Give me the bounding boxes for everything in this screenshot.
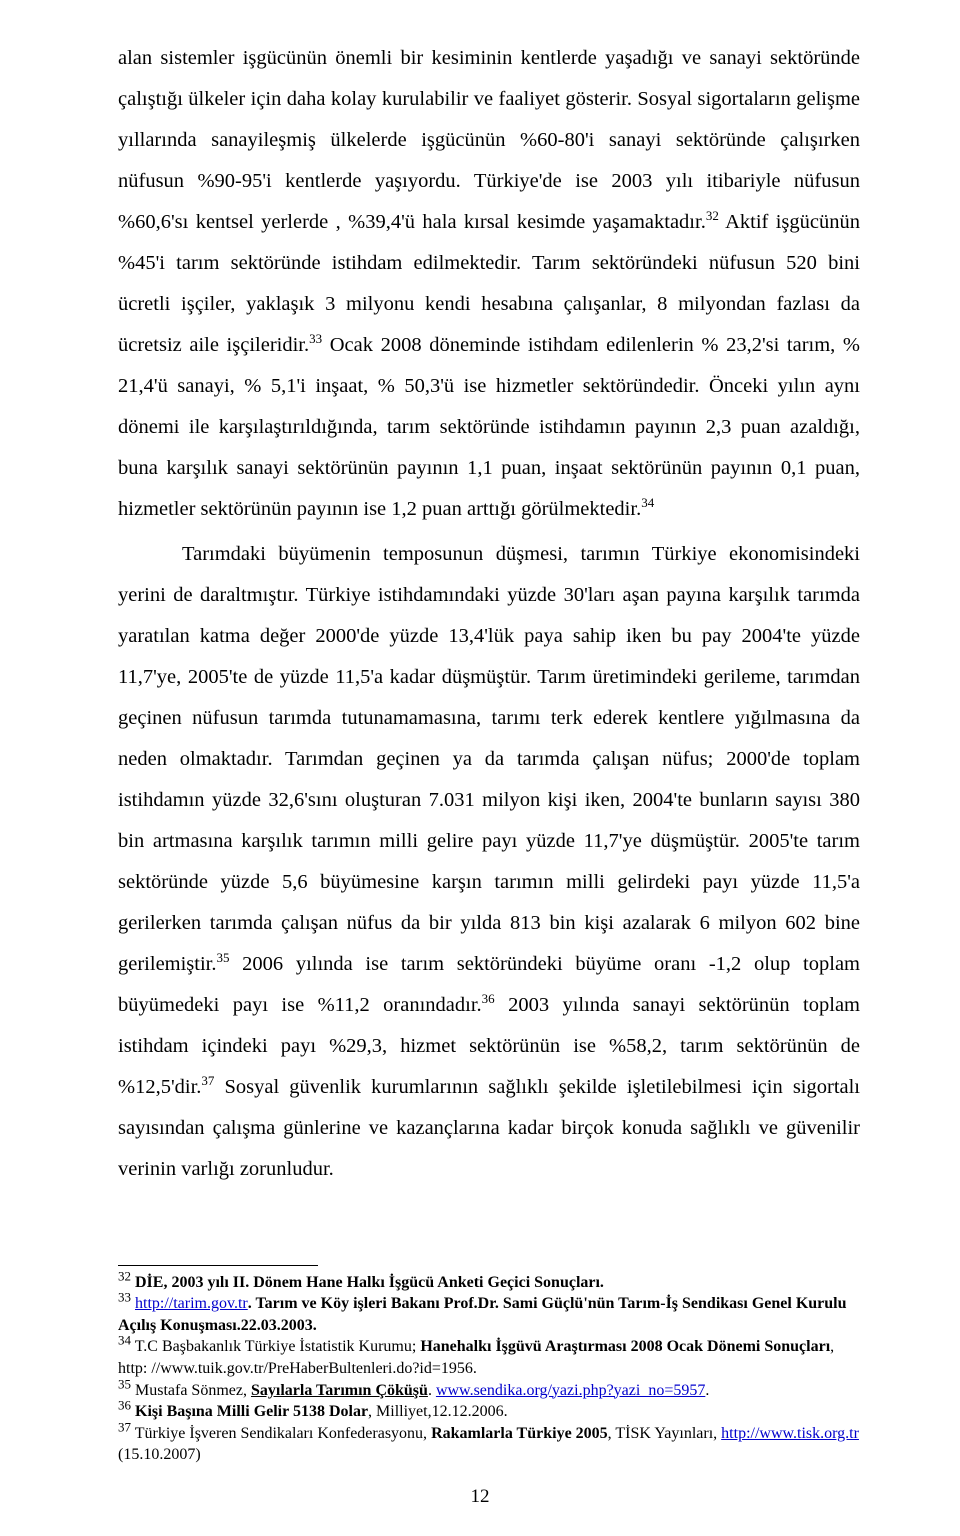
fn35-bold: Sayılarla Tarımın Çöküşü (251, 1382, 428, 1399)
footnote-37: 37 Türkiye İşveren Sendikaları Konfedera… (118, 1423, 860, 1466)
fn32-num: 32 (118, 1268, 131, 1283)
fn35-num: 35 (118, 1376, 131, 1391)
p2-d: Sosyal güvenlik kurumlarının sağlıklı şe… (118, 1076, 860, 1180)
footnote-ref-33: 33 (309, 331, 322, 346)
fn35-a: Mustafa Sönmez, (131, 1382, 251, 1399)
p1-a: alan sistemler işgücünün önemli bir kesi… (118, 47, 860, 233)
fn35-b: . (428, 1382, 436, 1399)
fn33-link[interactable]: http://tarim.gov.tr (135, 1295, 248, 1312)
footnote-36: 36 Kişi Başına Milli Gelir 5138 Dolar, M… (118, 1401, 860, 1423)
fn35-c: . (705, 1382, 709, 1399)
fn37-b: , TİSK Yayınları, (608, 1425, 722, 1442)
fn33-num: 33 (118, 1290, 131, 1305)
footnote-32: 32 DİE, 2003 yılı II. Dönem Hane Halkı İ… (118, 1272, 860, 1294)
fn34-a: T.C Başbakanlık Türkiye İstatistik Kurum… (131, 1338, 420, 1355)
fn37-c: (15.10.2007) (118, 1446, 201, 1463)
paragraph-2: Tarımdaki büyümenin temposunun düşmesi, … (118, 534, 860, 1190)
fn37-num: 37 (118, 1419, 131, 1434)
paragraph-1: alan sistemler işgücünün önemli bir kesi… (118, 38, 860, 530)
p1-c: Ocak 2008 döneminde istihdam edilenlerin… (118, 334, 860, 520)
footnote-ref-37: 37 (201, 1073, 214, 1088)
footnotes: 32 DİE, 2003 yılı II. Dönem Hane Halkı İ… (118, 1265, 860, 1466)
fn34-num: 34 (118, 1333, 131, 1348)
footnote-rule (118, 1265, 318, 1266)
footnote-ref-34: 34 (641, 495, 654, 510)
page: alan sistemler işgücünün önemli bir kesi… (0, 0, 960, 1536)
fn32-text: DİE, 2003 yılı II. Dönem Hane Halkı İşgü… (131, 1274, 604, 1291)
fn37-a: Türkiye İşveren Sendikaları Konfederasyo… (131, 1425, 431, 1442)
footnote-ref-36: 36 (482, 991, 495, 1006)
footnote-ref-35: 35 (217, 950, 230, 965)
page-number: 12 (0, 1486, 960, 1508)
fn36-num: 36 (118, 1398, 131, 1413)
footnote-ref-32: 32 (706, 208, 719, 223)
fn36-text: , Milliyet,12.12.2006. (368, 1403, 508, 1420)
p2-a: Tarımdaki büyümenin temposunun düşmesi, … (118, 543, 860, 975)
fn34-bold: Hanehalkı İşgüvü Araştırması 2008 Ocak D… (420, 1338, 830, 1355)
fn37-bold: Rakamlarla Türkiye 2005 (431, 1425, 608, 1442)
fn35-link[interactable]: www.sendika.org/yazi.php?yazi_no=5957 (436, 1382, 705, 1399)
fn36-bold: Kişi Başına Milli Gelir 5138 Dolar (131, 1403, 368, 1420)
fn37-link[interactable]: http://www.tisk.org.tr (721, 1425, 859, 1442)
footnote-35: 35 Mustafa Sönmez, Sayılarla Tarımın Çök… (118, 1380, 860, 1402)
footnote-34: 34 T.C Başbakanlık Türkiye İstatistik Ku… (118, 1336, 860, 1379)
footnote-33: 33 http://tarim.gov.tr. Tarım ve Köy işl… (118, 1293, 860, 1336)
